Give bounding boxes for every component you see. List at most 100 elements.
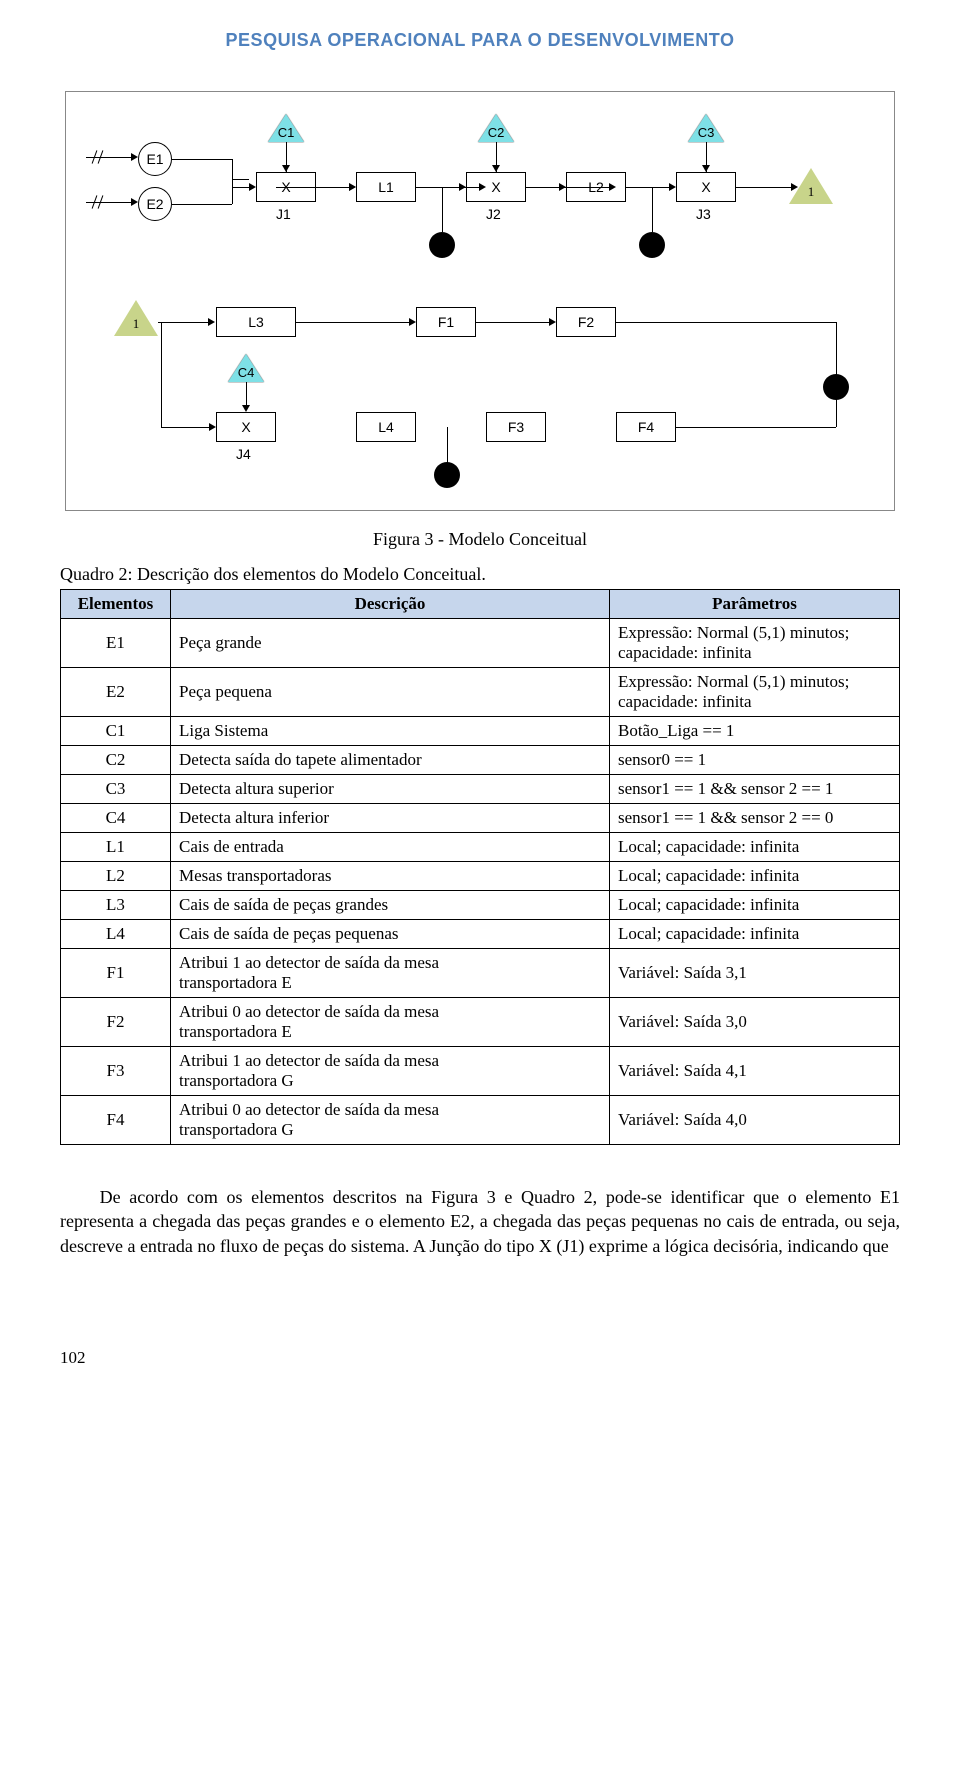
arrow-icon — [249, 183, 256, 191]
node-c3: C3 — [691, 125, 721, 140]
node-f3: F3 — [486, 412, 546, 442]
node-c4: C4 — [231, 365, 261, 380]
table-cell: F2 — [61, 998, 171, 1047]
node-e1: E1 — [138, 142, 172, 176]
arrow-icon — [208, 318, 215, 326]
connector-line — [276, 187, 349, 188]
arrow-icon — [131, 198, 138, 206]
connector-line — [652, 187, 653, 232]
connector-1-left: 1 — [118, 316, 154, 332]
arrow-icon — [791, 183, 798, 191]
table-row: L2Mesas transportadorasLocal; capacidade… — [61, 862, 900, 891]
node-j4-x: X — [216, 412, 276, 442]
node-f1: F1 — [416, 307, 476, 337]
table-cell: Variável: Saída 4,1 — [610, 1047, 900, 1096]
figure-3-diagram: E1E2C1C2C3XL1XL2XJ1J2J311L3F1F2C4XJ4L4F3… — [65, 91, 895, 511]
node-c2: C2 — [481, 125, 511, 140]
connector-line — [161, 322, 162, 427]
arrow-icon — [479, 183, 486, 191]
sink-dot-icon — [639, 232, 665, 258]
connector-line — [158, 322, 208, 323]
connector-line — [296, 322, 409, 323]
table-header-cell: Descrição — [171, 590, 610, 619]
table-cell: Local; capacidade: infinita — [610, 891, 900, 920]
connector-line — [736, 187, 791, 188]
table-cell: Local; capacidade: infinita — [610, 920, 900, 949]
label-j3: J3 — [696, 206, 711, 222]
arrow-icon — [492, 165, 500, 172]
table-cell: sensor1 == 1 && sensor 2 == 0 — [610, 804, 900, 833]
node-e2: E2 — [138, 187, 172, 221]
table-cell: L1 — [61, 833, 171, 862]
table-cell: Atribui 1 ao detector de saída da mesatr… — [171, 949, 610, 998]
table-row: F3Atribui 1 ao detector de saída da mesa… — [61, 1047, 900, 1096]
label-j4: J4 — [236, 446, 251, 462]
table-cell: F1 — [61, 949, 171, 998]
table-cell: Variável: Saída 4,0 — [610, 1096, 900, 1145]
connector-line — [616, 322, 836, 323]
arrow-icon — [609, 183, 616, 191]
table-cell: Variável: Saída 3,1 — [610, 949, 900, 998]
connector-line — [232, 179, 233, 204]
arrow-icon — [702, 165, 710, 172]
connector-line — [246, 382, 247, 407]
page-number: 102 — [60, 1348, 900, 1368]
table-cell: Atribui 0 ao detector de saída da mesatr… — [171, 998, 610, 1047]
node-l1: L1 — [356, 172, 416, 202]
connector-line — [172, 159, 232, 160]
label-j2: J2 — [486, 206, 501, 222]
arrow-icon — [242, 405, 250, 412]
connector-line — [676, 427, 836, 428]
table-cell: E2 — [61, 668, 171, 717]
arrow-icon — [549, 318, 556, 326]
table-cell: Peça pequena — [171, 668, 610, 717]
node-j3-x: X — [676, 172, 736, 202]
table-row: C1Liga SistemaBotão_Liga == 1 — [61, 717, 900, 746]
table-cell: L4 — [61, 920, 171, 949]
table-cell: sensor1 == 1 && sensor 2 == 1 — [610, 775, 900, 804]
connector-line — [836, 342, 837, 427]
table-row: C4Detecta altura inferiorsensor1 == 1 &&… — [61, 804, 900, 833]
table-cell: Atribui 1 ao detector de saída da mesatr… — [171, 1047, 610, 1096]
body-paragraph: De acordo com os elementos descritos na … — [60, 1185, 900, 1258]
table-cell: Botão_Liga == 1 — [610, 717, 900, 746]
node-l4: L4 — [356, 412, 416, 442]
table-cell: Variável: Saída 3,0 — [610, 998, 900, 1047]
connector-line — [232, 179, 249, 180]
table-cell: sensor0 == 1 — [610, 746, 900, 775]
connector-line — [476, 322, 549, 323]
table-cell: Local; capacidade: infinita — [610, 862, 900, 891]
table-row: L4Cais de saída de peças pequenasLocal; … — [61, 920, 900, 949]
figure-caption: Figura 3 - Modelo Conceitual — [60, 529, 900, 550]
arrow-icon — [282, 165, 290, 172]
table-row: E1Peça grandeExpressão: Normal (5,1) min… — [61, 619, 900, 668]
table-cell: Local; capacidade: infinita — [610, 833, 900, 862]
table-row: C3Detecta altura superiorsensor1 == 1 &&… — [61, 775, 900, 804]
table-cell: C1 — [61, 717, 171, 746]
connector-line — [416, 187, 479, 188]
table-cell: F4 — [61, 1096, 171, 1145]
table-cell: L2 — [61, 862, 171, 891]
connector-line — [172, 204, 232, 205]
table-row: F1Atribui 1 ao detector de saída da mesa… — [61, 949, 900, 998]
arrow-icon — [669, 183, 676, 191]
table-cell: Cais de saída de peças grandes — [171, 891, 610, 920]
node-f2: F2 — [556, 307, 616, 337]
table-cell: Expressão: Normal (5,1) minutos;capacida… — [610, 668, 900, 717]
table-header-cell: Parâmetros — [610, 590, 900, 619]
table-cell: F3 — [61, 1047, 171, 1096]
table-caption: Quadro 2: Descrição dos elementos do Mod… — [60, 564, 900, 585]
connector-line — [232, 187, 250, 188]
elements-table: ElementosDescriçãoParâmetros E1Peça gran… — [60, 589, 900, 1145]
table-cell: Peça grande — [171, 619, 610, 668]
table-cell: C4 — [61, 804, 171, 833]
table-cell: E1 — [61, 619, 171, 668]
table-cell: Expressão: Normal (5,1) minutos;capacida… — [610, 619, 900, 668]
table-cell: Cais de saída de peças pequenas — [171, 920, 610, 949]
connector-line — [546, 187, 609, 188]
table-cell: C3 — [61, 775, 171, 804]
table-cell: Cais de entrada — [171, 833, 610, 862]
table-header-cell: Elementos — [61, 590, 171, 619]
table-cell: L3 — [61, 891, 171, 920]
arrow-icon — [209, 423, 216, 431]
